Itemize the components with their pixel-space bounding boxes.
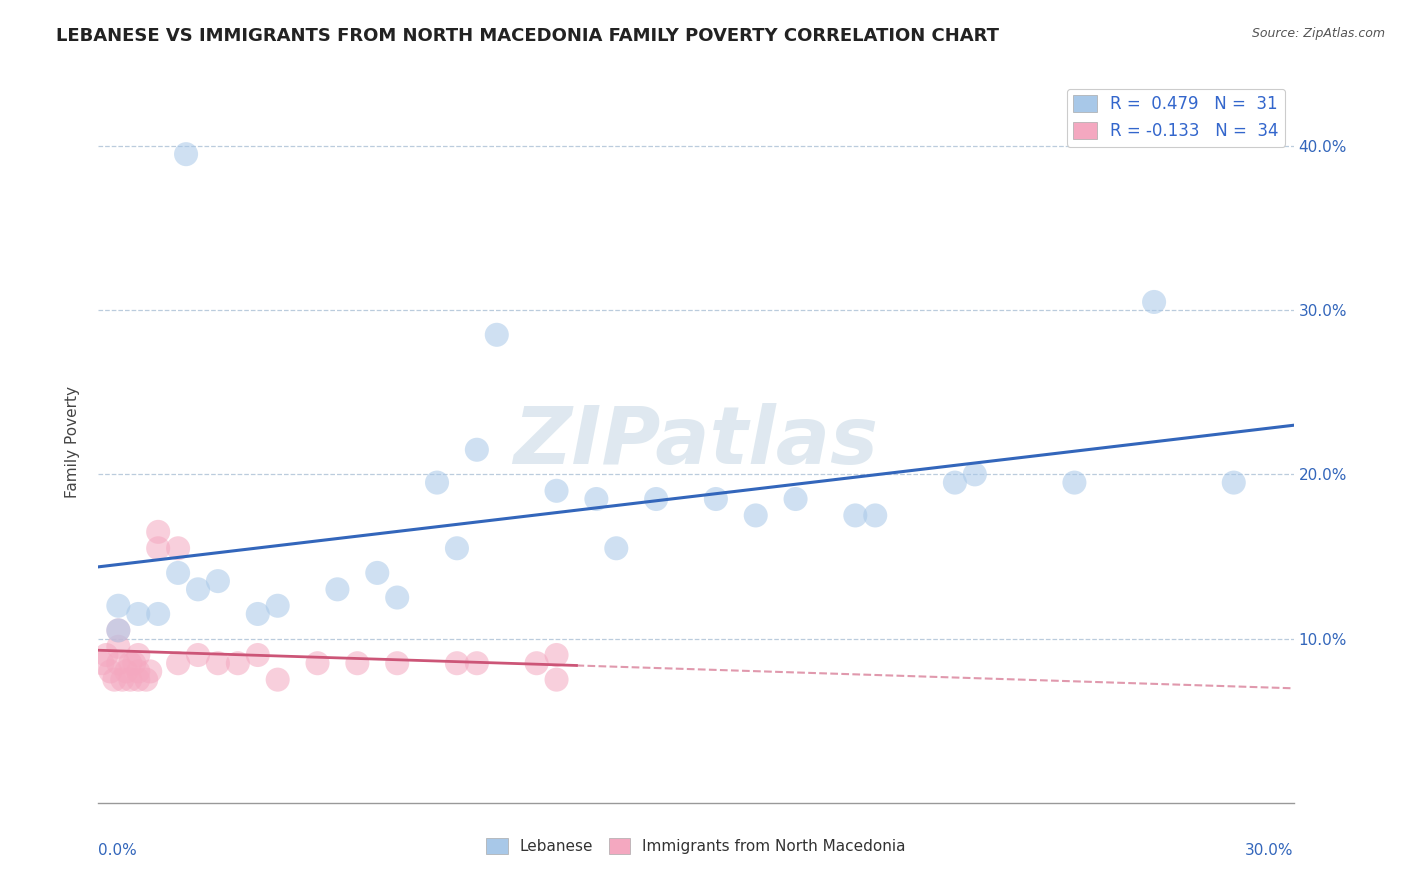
Point	[148, 607, 170, 621]
Point	[526, 657, 548, 671]
Point	[135, 673, 157, 687]
Point	[115, 665, 138, 679]
Point	[167, 541, 190, 556]
Point	[187, 648, 209, 662]
Point	[267, 673, 290, 687]
Legend: Lebanese, Immigrants from North Macedonia: Lebanese, Immigrants from North Macedoni…	[479, 832, 912, 860]
Point	[465, 657, 488, 671]
Point	[187, 582, 209, 597]
Point	[963, 467, 986, 482]
Point	[844, 508, 866, 523]
Point	[585, 491, 607, 506]
Point	[226, 657, 249, 671]
Point	[167, 566, 190, 580]
Point	[465, 442, 488, 457]
Point	[385, 657, 409, 671]
Point	[246, 648, 269, 662]
Point	[326, 582, 349, 597]
Point	[645, 491, 668, 506]
Point	[446, 657, 468, 671]
Text: 30.0%: 30.0%	[1246, 843, 1294, 857]
Point	[139, 665, 162, 679]
Point	[307, 657, 329, 671]
Point	[366, 566, 388, 580]
Point	[385, 591, 409, 605]
Point	[103, 673, 125, 687]
Point	[446, 541, 468, 556]
Point	[127, 607, 149, 621]
Point	[107, 599, 129, 613]
Point	[120, 673, 142, 687]
Point	[267, 599, 290, 613]
Point	[107, 640, 129, 654]
Point	[107, 624, 129, 638]
Point	[546, 673, 568, 687]
Point	[167, 657, 190, 671]
Y-axis label: Family Poverty: Family Poverty	[65, 385, 80, 498]
Point	[1063, 475, 1085, 490]
Point	[1143, 295, 1166, 310]
Point	[120, 657, 142, 671]
Point	[865, 508, 887, 523]
Point	[745, 508, 768, 523]
Point	[246, 607, 269, 621]
Point	[346, 657, 368, 671]
Point	[174, 147, 197, 161]
Point	[148, 524, 170, 539]
Point	[107, 624, 129, 638]
Point	[207, 657, 229, 671]
Point	[546, 483, 568, 498]
Point	[111, 673, 134, 687]
Point	[1223, 475, 1246, 490]
Point	[127, 673, 149, 687]
Point	[91, 657, 114, 671]
Point	[605, 541, 627, 556]
Point	[148, 541, 170, 556]
Point	[704, 491, 727, 506]
Point	[127, 648, 149, 662]
Text: ZIPatlas: ZIPatlas	[513, 402, 879, 481]
Text: Source: ZipAtlas.com: Source: ZipAtlas.com	[1251, 27, 1385, 40]
Point	[785, 491, 807, 506]
Point	[127, 665, 149, 679]
Point	[207, 574, 229, 588]
Point	[96, 648, 118, 662]
Point	[546, 648, 568, 662]
Point	[124, 657, 146, 671]
Point	[426, 475, 449, 490]
Point	[485, 327, 508, 342]
Point	[98, 665, 122, 679]
Point	[943, 475, 966, 490]
Text: 0.0%: 0.0%	[98, 843, 138, 857]
Text: LEBANESE VS IMMIGRANTS FROM NORTH MACEDONIA FAMILY POVERTY CORRELATION CHART: LEBANESE VS IMMIGRANTS FROM NORTH MACEDO…	[56, 27, 1000, 45]
Point	[107, 657, 129, 671]
